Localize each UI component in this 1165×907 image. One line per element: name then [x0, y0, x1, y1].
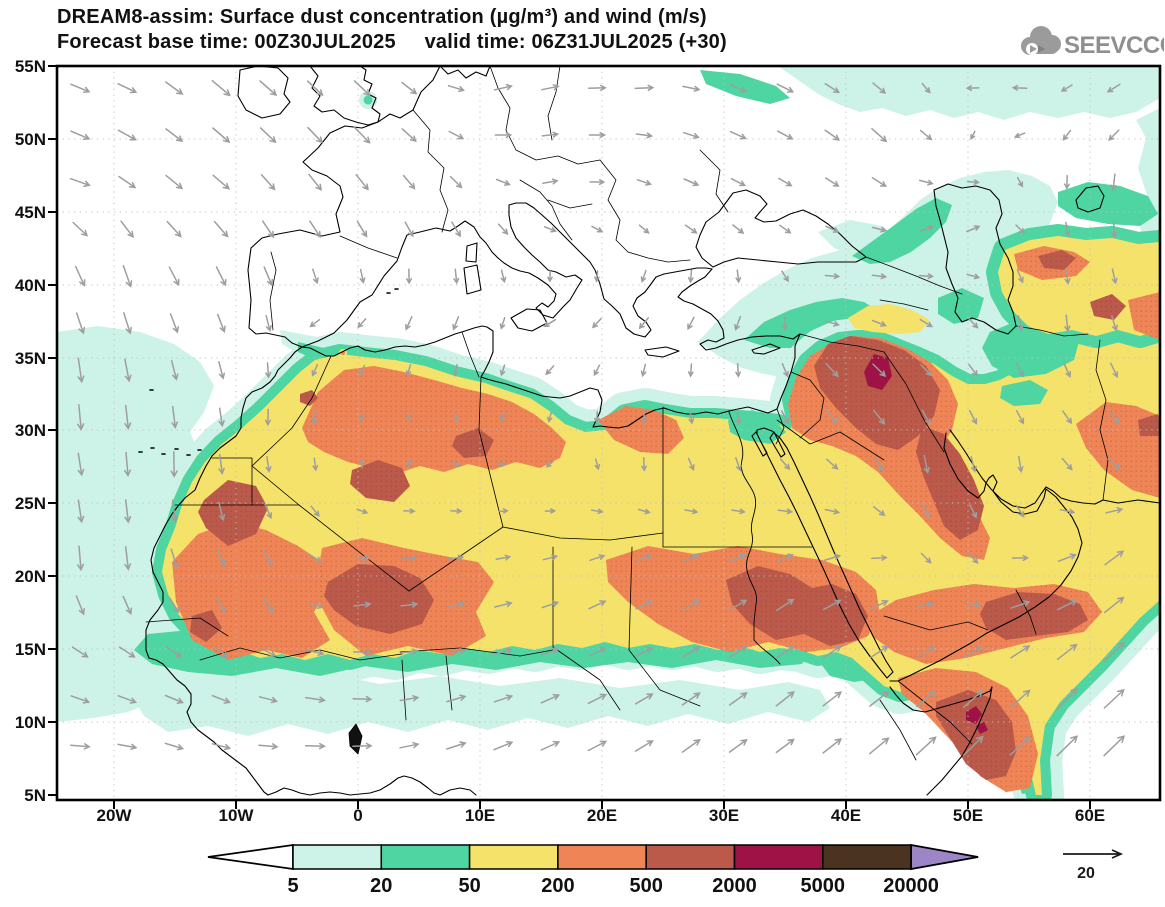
colorbar-level-5: 5 — [287, 875, 298, 897]
colorbar-level-20000: 20000 — [883, 875, 939, 897]
colorbar-level-20: 20 — [370, 875, 392, 897]
wind-reference-value: 20 — [1077, 865, 1095, 882]
colorbar-level-50: 50 — [458, 875, 480, 897]
concentration-colorbar: 5 20 50 200 500 2000 5000 20000 — [170, 840, 1030, 904]
wind-reference-arrow: 20 — [1040, 840, 1165, 895]
dust-wind-map — [0, 0, 1165, 907]
colorbar-level-5000: 5000 — [801, 875, 846, 897]
colorbar-level-200: 200 — [541, 875, 574, 897]
forecast-map-page: DREAM8-assim: Surface dust concentration… — [0, 0, 1165, 907]
colorbar-level-500: 500 — [630, 875, 663, 897]
colorbar-level-2000: 2000 — [712, 875, 757, 897]
